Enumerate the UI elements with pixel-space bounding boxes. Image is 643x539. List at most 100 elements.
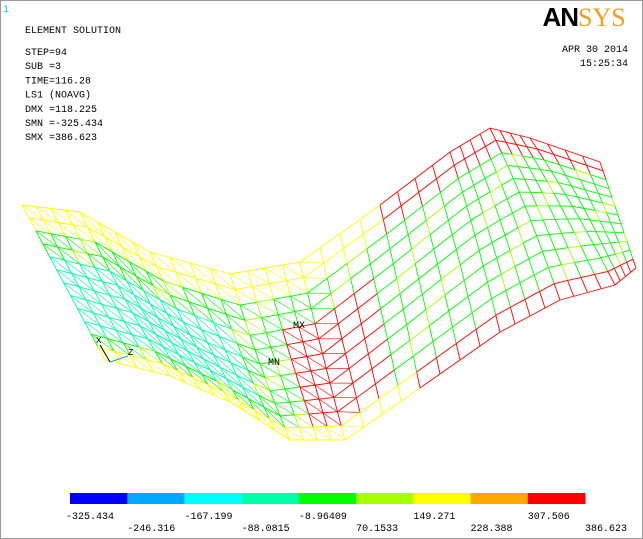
mesh-diagonal bbox=[274, 403, 295, 416]
mesh-diagonal bbox=[111, 251, 137, 277]
mesh-edge bbox=[579, 179, 586, 190]
mesh-edge bbox=[79, 211, 88, 228]
mesh-edge bbox=[514, 258, 529, 267]
mesh-edge bbox=[94, 241, 103, 257]
mesh-edge bbox=[611, 197, 616, 207]
mesh-edge bbox=[195, 278, 203, 294]
mesh-edge bbox=[307, 277, 328, 294]
mesh-edge bbox=[124, 298, 133, 313]
mesh-edge bbox=[169, 375, 186, 383]
info-line: LS1 (NOAVG) bbox=[25, 90, 91, 102]
mesh-edge bbox=[207, 384, 224, 392]
mesh-edge bbox=[76, 308, 85, 322]
mesh-edge bbox=[345, 353, 350, 369]
mesh-edge bbox=[608, 253, 616, 257]
mesh-edge bbox=[543, 159, 552, 172]
mesh-edge bbox=[468, 165, 481, 173]
mesh-edge bbox=[234, 286, 253, 291]
info-line: TIME=116.28 bbox=[25, 76, 91, 87]
mesh-edge bbox=[162, 363, 178, 372]
mesh-edge bbox=[509, 250, 516, 267]
mesh-diagonal bbox=[290, 295, 312, 309]
mesh-edge bbox=[554, 249, 562, 266]
mesh-edge bbox=[610, 222, 616, 233]
mesh-diagonal bbox=[269, 418, 291, 441]
mesh-edge bbox=[108, 316, 117, 331]
mesh-edge bbox=[330, 278, 351, 294]
mesh-edge bbox=[501, 266, 516, 275]
mesh-edge bbox=[580, 273, 595, 278]
mesh-edge bbox=[565, 175, 573, 187]
mesh-edge bbox=[244, 317, 262, 321]
mesh-edge bbox=[589, 219, 597, 232]
mesh-edge bbox=[512, 212, 519, 228]
mesh-edge bbox=[551, 170, 566, 176]
mesh-edge bbox=[411, 248, 416, 264]
mesh-edge bbox=[428, 325, 434, 342]
mesh-edge bbox=[615, 253, 621, 266]
mesh-edge bbox=[505, 290, 511, 308]
mesh-diagonal bbox=[97, 221, 123, 248]
mesh-edge bbox=[273, 295, 291, 300]
mesh-edge bbox=[598, 193, 604, 204]
mesh-edge bbox=[625, 271, 632, 277]
mesh-edge bbox=[261, 317, 267, 333]
mesh-diagonal bbox=[194, 315, 220, 337]
mesh-edge bbox=[370, 248, 391, 265]
mesh-edge bbox=[101, 303, 118, 309]
mesh-edge bbox=[63, 282, 79, 288]
mesh-diagonal bbox=[215, 283, 241, 306]
mesh-edge bbox=[582, 155, 587, 166]
mesh-edge bbox=[308, 412, 324, 415]
mesh-edge bbox=[124, 298, 142, 309]
mesh-edge bbox=[356, 383, 376, 399]
mesh-edge bbox=[524, 179, 532, 193]
mesh-edge bbox=[386, 234, 391, 249]
mesh-diagonal bbox=[213, 322, 238, 344]
mesh-edge bbox=[489, 127, 497, 141]
mesh-edge bbox=[169, 257, 177, 273]
mesh-edge bbox=[146, 359, 163, 365]
mesh-diagonal bbox=[194, 362, 217, 382]
mesh-edge bbox=[523, 235, 537, 244]
info-line: SMN =-325.434 bbox=[25, 119, 103, 130]
legend-swatch bbox=[527, 493, 586, 504]
mesh-edge bbox=[482, 212, 488, 228]
window-number: 1 bbox=[3, 5, 9, 16]
mesh-edge bbox=[35, 230, 51, 235]
mesh-edge bbox=[533, 157, 541, 170]
mesh-edge bbox=[176, 308, 196, 317]
mesh-edge bbox=[71, 273, 80, 287]
mesh-edge bbox=[414, 178, 420, 193]
mesh-diagonal bbox=[203, 358, 227, 379]
mesh-diagonal bbox=[128, 261, 154, 286]
mesh-diagonal bbox=[102, 281, 126, 300]
mesh-edge bbox=[80, 238, 96, 243]
mesh-edge bbox=[547, 180, 559, 183]
mesh-edge bbox=[43, 220, 52, 234]
mesh-diagonal bbox=[236, 374, 259, 396]
mesh-diagonal bbox=[85, 299, 109, 318]
mesh-edge bbox=[619, 276, 626, 282]
mesh-edge bbox=[471, 298, 492, 314]
legend-label: -246.316 bbox=[127, 524, 175, 535]
mesh-edge bbox=[138, 256, 147, 272]
mesh-edge bbox=[116, 308, 125, 322]
mesh-edge bbox=[189, 262, 197, 279]
mesh-diagonal bbox=[176, 308, 202, 330]
mesh-edge bbox=[594, 183, 599, 194]
mesh-edge bbox=[620, 265, 626, 277]
mesh-edge bbox=[194, 315, 214, 323]
mesh-edge bbox=[484, 178, 491, 193]
mesh-diagonal bbox=[171, 342, 195, 363]
mesh-edge bbox=[369, 263, 375, 279]
mesh-diagonal bbox=[337, 411, 361, 413]
mesh-edge bbox=[102, 256, 120, 267]
mesh-diagonal bbox=[106, 338, 131, 356]
mesh-edge bbox=[93, 290, 102, 305]
mesh-edge bbox=[294, 311, 300, 327]
mesh-edge bbox=[473, 185, 479, 199]
mesh-edge bbox=[264, 375, 281, 378]
mesh-diagonal bbox=[122, 342, 147, 360]
